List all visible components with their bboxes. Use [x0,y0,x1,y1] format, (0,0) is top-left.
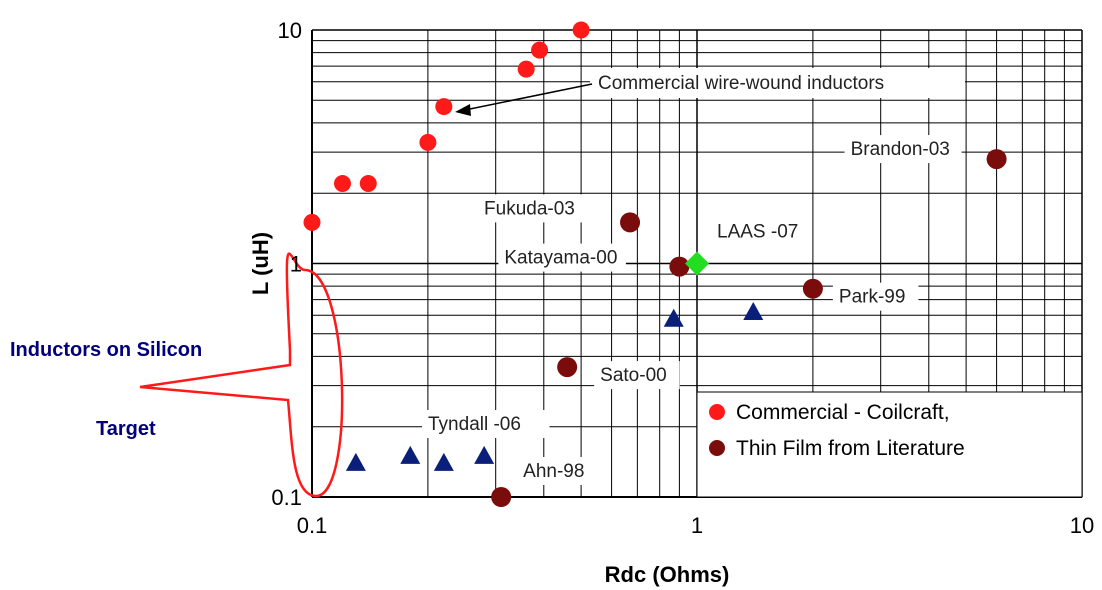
legend-marker-commercial [709,404,725,420]
x-tick-label: 1 [691,513,703,538]
commercial-point [359,175,377,193]
target-label: Target [96,418,156,440]
y-tick-label: 0.1 [271,485,302,510]
silicon-point [400,445,421,464]
legend: Commercial - Coilcraft, Thin Film from L… [696,391,1083,498]
y-axis-title: L (uH) [248,232,273,295]
silicon-point [433,452,454,471]
label-box [844,135,962,164]
legend-box [696,391,1083,498]
label-box [594,361,680,390]
label-boxes [422,68,965,485]
data-points [303,21,1007,507]
point-label: Sato-00 [600,365,667,386]
silicon-point [474,445,495,464]
commercial-point [531,41,549,59]
wirewound-label: Commercial wire-wound inductors [598,73,884,94]
label-box [498,243,626,272]
laas-point [685,251,709,276]
silicon-point [743,301,764,320]
legend-marker-literature [709,440,725,456]
commercial-point [572,21,590,39]
legend-entry-commercial: Commercial - Coilcraft, [736,401,950,424]
y-tick-label: 10 [278,18,302,43]
point-label: LAAS -07 [717,222,798,243]
commercial-point [303,213,321,231]
label-box [832,282,919,311]
label-box [711,217,807,246]
commercial-point [517,60,535,78]
wirewound-label-box [590,68,965,98]
commercial-point [419,133,437,151]
literature-point [557,357,578,378]
literature-point [986,149,1007,170]
point-label: Katayama-00 [504,248,617,269]
literature-point [669,256,690,277]
label-box [517,457,593,485]
x-tick-label: 10 [1070,513,1094,538]
point-labels: Brandon-03 Fukuda-03 Katayama-00 Park-99 Sat… [428,139,950,482]
legend-entry-literature: Thin Film from Literature [736,437,965,460]
label-box [478,194,585,223]
tick-labels: 0.1 1 10 0.1 1 10 [271,18,1094,538]
annotations: Commercial wire-wound inductors Inductor… [10,73,884,498]
wirewound-arrow-head [455,104,471,116]
point-label: Ahn-98 [523,461,584,482]
inductors-on-silicon-label: Inductors on Silicon [10,339,202,361]
point-label: Fukuda-03 [484,198,575,219]
commercial-point [333,175,351,193]
point-label: Brandon-03 [851,139,950,160]
point-label: Park-99 [839,287,906,308]
x-axis-title: Rdc (Ohms) [605,562,730,587]
commercial-point [435,98,453,116]
literature-point [491,487,512,507]
x-tick-label: 0.1 [297,513,328,538]
label-box [422,410,550,438]
silicon-point [663,308,684,327]
literature-point [620,212,641,233]
tyndall-label: Tyndall -06 [428,414,521,435]
target-ellipse-callout [139,252,344,498]
silicon-point [345,452,366,471]
wirewound-arrow [464,83,593,111]
literature-point [802,278,823,299]
y-tick-label: 1 [290,252,302,277]
